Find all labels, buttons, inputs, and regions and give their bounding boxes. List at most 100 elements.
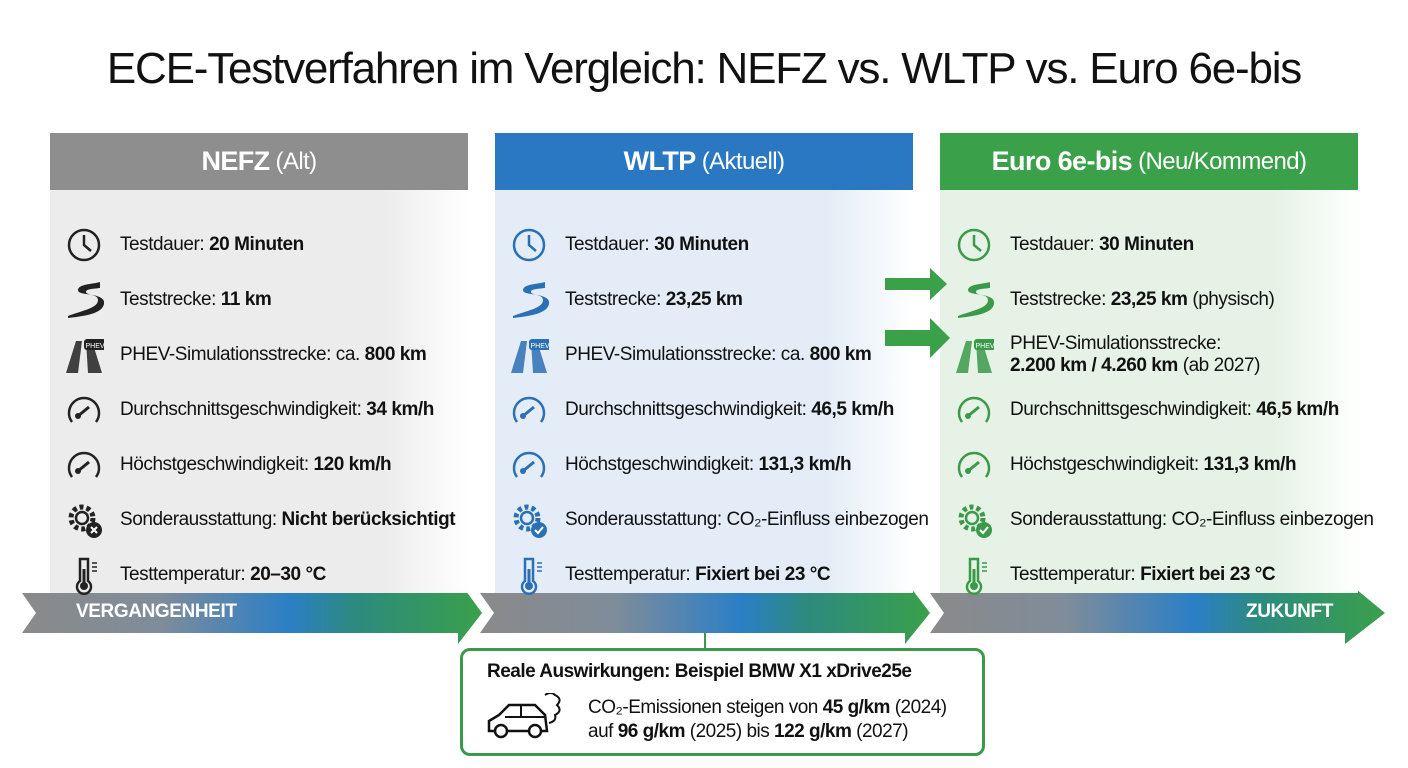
spec-label: Testtemperatur: [1010,564,1141,585]
spec-label: Testdauer: [120,234,210,255]
clock-icon [507,225,551,265]
speedometer-icon [507,390,551,430]
spec-row: Sonderausstattung: CO₂-Einfluss einbezog… [507,500,929,540]
spec-value: Fixiert bei 23 °C [695,564,831,585]
spec-value: 23,25 km [1110,289,1188,310]
column-nefz: NEFZ (Alt) Testdauer: 20 Minuten Teststreck… [50,133,468,595]
spec-value: 20 Minuten [209,234,304,255]
column-header: Euro 6e-bis (Neu/Kommend) [940,133,1358,190]
spec-row: Testtemperatur: 20–30 °C [62,555,468,595]
spec-value: CO₂-Einfluss einbezogen [726,509,929,530]
impact-line-2: auf 96 g/km (2025) bis 122 g/km (2027) [588,721,909,742]
spec-value: 30 Minuten [654,234,749,255]
svg-text:PHEV: PHEV [530,343,549,350]
timeline-future-label: ZUKUNFT [1246,601,1333,622]
spec-value: 34 km/h [366,399,434,420]
spec-label: Höchstgeschwindigkeit: [120,454,314,475]
spec-label: Höchstgeschwindigkeit: [565,454,759,475]
spec-row: Testdauer: 20 Minuten [62,225,468,265]
spec-row: Durchschnittsgeschwindigkeit: 46,5 km/h [952,390,1358,430]
phev-road-icon: PHEV [62,335,106,375]
clock-icon [62,225,106,265]
spec-row: Höchstgeschwindigkeit: 131,3 km/h [507,445,913,485]
road-icon [952,280,996,320]
spec-label: Teststrecke: [1010,289,1111,310]
spec-suffix: (physisch) [1187,289,1275,310]
spec-row: Durchschnittsgeschwindigkeit: 46,5 km/h [507,390,913,430]
road-icon [62,280,106,320]
spec-value: 23,25 km [665,289,743,310]
phev-road-icon: PHEV [952,335,996,375]
spec-label: Höchstgeschwindigkeit: [1010,454,1204,475]
spec-value: 2.200 km / 4.260 km [1010,355,1178,376]
gear-check-icon [952,500,996,540]
spec-value: Fixiert bei 23 °C [1140,564,1276,585]
spec-label: Sonderausstattung: [1010,509,1172,530]
spec-label: Testdauer: [565,234,655,255]
speedometer-icon [507,445,551,485]
spec-value: 120 km/h [313,454,392,475]
spec-label: Durchschnittsgeschwindigkeit: [565,399,812,420]
spec-row: Testtemperatur: Fixiert bei 23 °C [507,555,913,595]
speedometer-icon [62,390,106,430]
phev-road-icon: PHEV [507,335,551,375]
column-header: WLTP (Aktuell) [495,133,913,190]
thermometer-icon [507,555,551,595]
timeline-arrow [22,580,1385,648]
spec-label: Teststrecke: [120,289,221,310]
speedometer-icon [952,390,996,430]
arrow-icon [885,318,950,358]
transition-arrows [885,268,950,358]
spec-label: PHEV-Simulationsstrecke: [1010,333,1221,354]
column-name: NEFZ [201,146,270,176]
spec-row: Sonderausstattung: Nicht berücksichtigt [62,500,468,540]
spec-label: Sonderausstattung: [120,509,282,530]
spec-value: 131,3 km/h [1203,454,1297,475]
spec-value: 46,5 km/h [811,399,894,420]
spec-row: PHEV PHEV-Simulationsstrecke: 2.200 km / 4… [952,333,1358,376]
spec-row: Teststrecke: 11 km [62,280,468,320]
timeline-past-label: VERGANGENHEIT [76,601,237,622]
spec-row: PHEV PHEV-Simulationsstrecke: ca. 800 km [62,335,468,375]
column-name: Euro 6e-bis [991,146,1133,176]
thermometer-icon [952,555,996,595]
spec-row: Testtemperatur: Fixiert bei 23 °C [952,555,1358,595]
spec-label: Testdauer: [1010,234,1100,255]
spec-label: PHEV-Simulationsstrecke: ca. [565,344,810,365]
column-wltp: WLTP (Aktuell) Testdauer: 30 Minuten Testst… [495,133,929,595]
spec-label: Sonderausstattung: [565,509,727,530]
column-name: WLTP [623,146,697,176]
column-qualifier: (Alt) [275,147,318,175]
svg-text:PHEV: PHEV [975,343,994,350]
spec-label: Teststrecke: [565,289,666,310]
spec-value: 30 Minuten [1099,234,1194,255]
spec-row: Teststrecke: 23,25 km [507,280,913,320]
speedometer-icon [62,445,106,485]
svg-text:PHEV: PHEV [85,343,104,350]
spec-value: 11 km [220,289,272,310]
impact-line-1: CO₂-Emissionen steigen von 45 g/km (2024… [588,697,947,718]
spec-label: Testtemperatur: [120,564,251,585]
speedometer-icon [952,445,996,485]
spec-label: Durchschnittsgeschwindigkeit: [1010,399,1257,420]
impact-box: Reale Auswirkungen: Beispiel BMW X1 xDri… [460,648,985,756]
spec-value: 20–30 °C [250,564,326,585]
spec-row: PHEV PHEV-Simulationsstrecke: ca. 800 km [507,335,913,375]
spec-label: PHEV-Simulationsstrecke: ca. [120,344,365,365]
spec-row: Höchstgeschwindigkeit: 120 km/h [62,445,468,485]
spec-row: Durchschnittsgeschwindigkeit: 34 km/h [62,390,468,430]
car-emission-icon [487,693,561,739]
spec-row: Teststrecke: 23,25 km (physisch) [952,280,1358,320]
arrow-icon [885,268,947,300]
road-icon [507,280,551,320]
column-header: NEFZ (Alt) [50,133,468,190]
column-euro: Euro 6e-bis (Neu/Kommend) Testdauer: 30 Mi… [940,133,1374,595]
spec-row: Sonderausstattung: CO₂-Einfluss einbezog… [952,500,1374,540]
spec-row: Höchstgeschwindigkeit: 131,3 km/h [952,445,1358,485]
spec-label: Testtemperatur: [565,564,696,585]
spec-row: Testdauer: 30 Minuten [507,225,913,265]
spec-row: Testdauer: 30 Minuten [952,225,1358,265]
spec-value: 800 km [809,344,872,365]
spec-value: Nicht berücksichtigt [281,509,456,530]
spec-suffix: (ab 2027) [1177,355,1261,376]
